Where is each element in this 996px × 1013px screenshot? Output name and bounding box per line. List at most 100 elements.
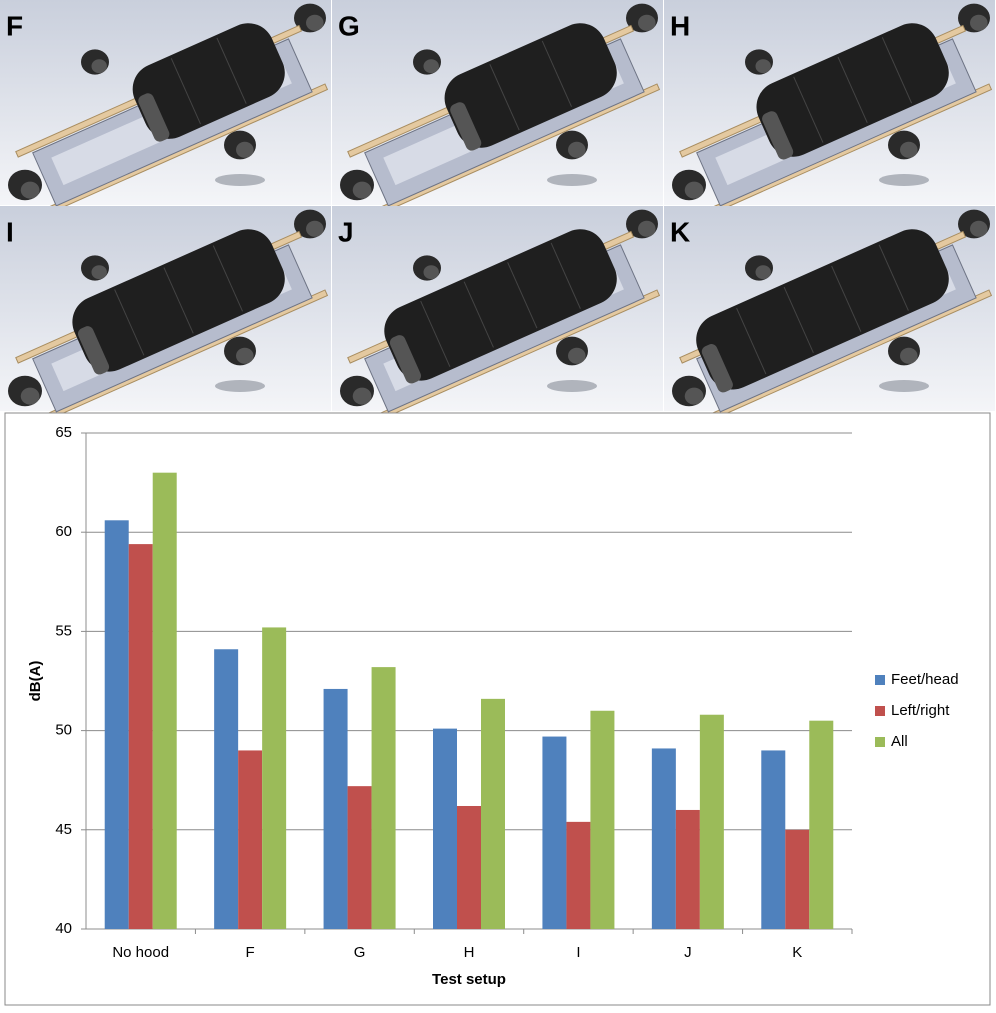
hood-seam xyxy=(163,267,194,334)
x-tick-label: J xyxy=(684,944,692,961)
bar xyxy=(371,667,396,929)
panel-label: K xyxy=(670,216,690,247)
y-tick-label: 60 xyxy=(55,523,72,540)
hood-seam xyxy=(878,244,909,311)
hood-opening xyxy=(701,344,733,393)
speaker-face xyxy=(352,387,372,405)
hood-seam xyxy=(170,58,201,125)
chart: 40 45 50 55 60 65 No hood F G H I J K Test setup dB(A)… xyxy=(27,424,959,988)
speaker-face xyxy=(20,181,40,199)
bar xyxy=(809,720,834,929)
shadow xyxy=(215,380,265,392)
y-tick-label: 65 xyxy=(55,424,72,441)
x-tick-label: F xyxy=(246,944,255,961)
bar xyxy=(323,688,348,929)
legend-label: Left/right xyxy=(891,702,950,719)
hood-opening xyxy=(138,93,170,142)
hood-seam xyxy=(550,242,581,309)
hood xyxy=(444,23,617,148)
speaker-face xyxy=(970,220,988,237)
speaker-face xyxy=(20,387,40,405)
legend-swatch xyxy=(875,706,885,716)
x-axis-label: Test setup xyxy=(432,971,506,988)
speaker-face xyxy=(684,387,704,405)
speaker-face xyxy=(306,220,324,237)
bar xyxy=(104,520,129,929)
hood-seam xyxy=(216,37,247,104)
bar xyxy=(238,750,263,929)
y-tick-label: 40 xyxy=(55,920,72,937)
panel-label: I xyxy=(6,216,14,247)
bar xyxy=(651,748,676,929)
bar xyxy=(566,821,591,929)
render-panel: H xyxy=(664,0,995,217)
panel-label: J xyxy=(338,216,354,247)
speaker-face xyxy=(352,181,372,199)
bar xyxy=(675,809,700,929)
bar xyxy=(457,805,481,929)
x-tick-label: No hood xyxy=(112,944,169,961)
hood-seam xyxy=(114,289,145,356)
x-tick-label: G xyxy=(354,944,366,961)
x-tick-label: H xyxy=(464,944,475,961)
speaker-face xyxy=(568,141,586,158)
bar xyxy=(347,786,372,929)
y-axis-label: dB(A) xyxy=(27,661,44,702)
hood xyxy=(132,23,285,139)
render-panel: F xyxy=(0,0,331,217)
bar xyxy=(542,736,567,929)
stretcher xyxy=(15,229,329,423)
panel-label: G xyxy=(338,10,360,41)
hood-seam xyxy=(831,265,862,332)
speaker-face xyxy=(91,59,107,74)
legend-label: Feet/head xyxy=(891,671,959,688)
speaker-face xyxy=(91,265,107,280)
y-tick-label: 50 xyxy=(55,722,72,739)
speaker-face xyxy=(236,141,254,158)
hood-seam xyxy=(541,40,572,107)
bar xyxy=(785,829,810,929)
render-panel: K xyxy=(664,206,995,423)
speaker-face xyxy=(970,14,988,31)
hood-seam xyxy=(783,286,814,354)
shadow xyxy=(547,174,597,186)
bar xyxy=(481,698,505,929)
stretcher xyxy=(679,229,993,423)
bar xyxy=(590,710,615,929)
render-panel: G xyxy=(332,0,663,217)
speaker-face xyxy=(423,59,439,74)
hood-seam xyxy=(420,300,451,368)
hood-seam xyxy=(736,308,767,375)
speaker-face xyxy=(684,181,704,199)
hood xyxy=(696,229,949,390)
render-panel: J xyxy=(332,206,663,423)
speaker-face xyxy=(568,347,586,364)
bar xyxy=(214,649,239,929)
speaker-face xyxy=(755,265,771,280)
shadow xyxy=(547,380,597,392)
y-tick-label: 45 xyxy=(55,821,72,838)
bar xyxy=(761,750,786,929)
hood-seam xyxy=(837,56,868,124)
hood-seam xyxy=(489,64,520,131)
legend-label: All xyxy=(891,733,908,750)
speaker-face xyxy=(638,220,656,237)
speaker-face xyxy=(900,347,918,364)
shadow xyxy=(215,174,265,186)
hood-seam xyxy=(463,281,494,348)
speaker-face xyxy=(755,59,771,74)
speaker-face xyxy=(306,14,324,31)
speaker-face xyxy=(900,141,918,158)
bar xyxy=(433,728,457,929)
render-panels: F G H I J K xyxy=(0,0,995,423)
hood-opening xyxy=(762,111,794,160)
hood-opening xyxy=(450,102,482,151)
stretcher xyxy=(347,229,661,423)
bar xyxy=(699,714,724,929)
stretcher xyxy=(347,23,661,217)
hood-seam xyxy=(881,37,913,104)
hood-opening xyxy=(77,326,110,375)
legend-swatch xyxy=(875,737,885,747)
hood-seam xyxy=(212,245,244,312)
hood-seam xyxy=(793,76,824,143)
